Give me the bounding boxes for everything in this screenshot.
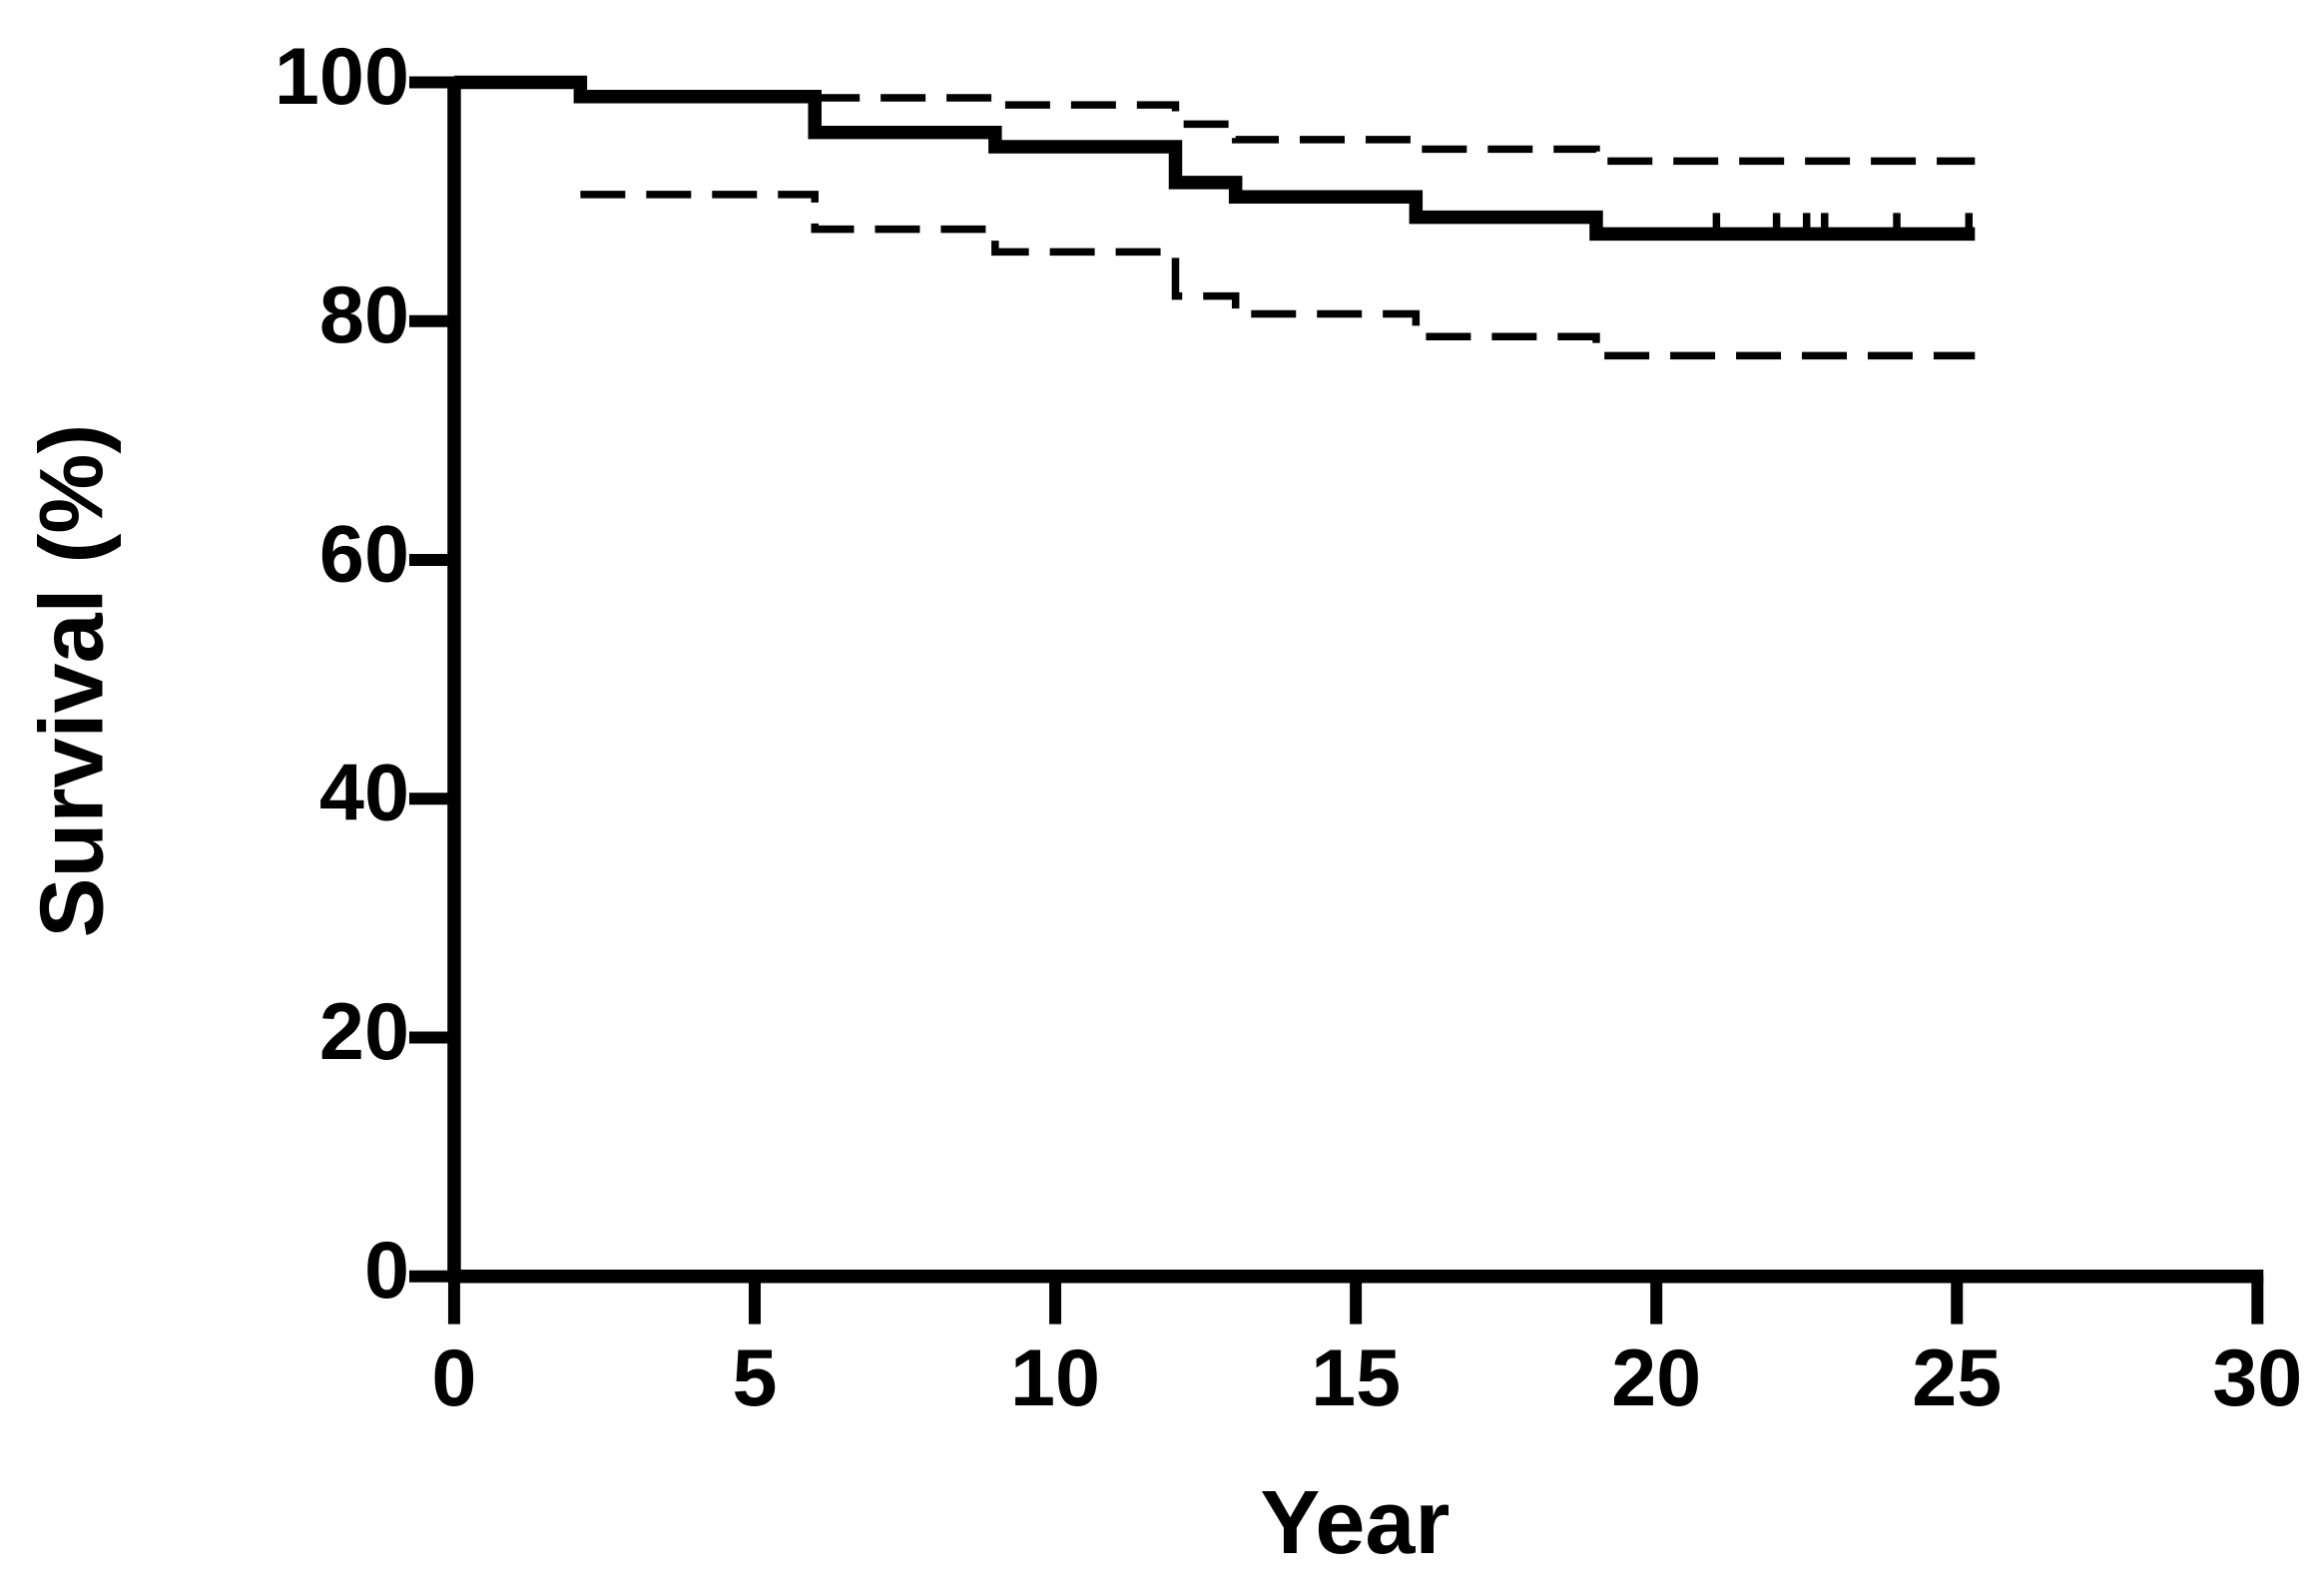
y-tick-label: 80 bbox=[319, 270, 409, 360]
x-tick-label: 25 bbox=[1912, 1333, 2002, 1423]
y-tick-label: 40 bbox=[319, 749, 409, 838]
y-axis-label: Survival (%) bbox=[22, 424, 122, 938]
confidence-line bbox=[580, 191, 1976, 360]
x-tick-label: 15 bbox=[1311, 1333, 1401, 1423]
y-tick-label: 100 bbox=[275, 32, 409, 122]
survival-line bbox=[453, 75, 1976, 242]
y-tick-label: 20 bbox=[319, 987, 409, 1077]
x-tick-label: 0 bbox=[431, 1333, 476, 1423]
y-tick-label: 60 bbox=[319, 509, 409, 599]
x-axis-label: Year bbox=[1260, 1473, 1450, 1573]
x-tick-label: 20 bbox=[1611, 1333, 1701, 1423]
x-tick-label: 10 bbox=[1010, 1333, 1100, 1423]
x-tick-label: 30 bbox=[2212, 1333, 2302, 1423]
x-tick-label: 5 bbox=[732, 1333, 777, 1423]
confidence-line bbox=[815, 94, 1976, 166]
y-tick-label: 0 bbox=[364, 1226, 409, 1316]
